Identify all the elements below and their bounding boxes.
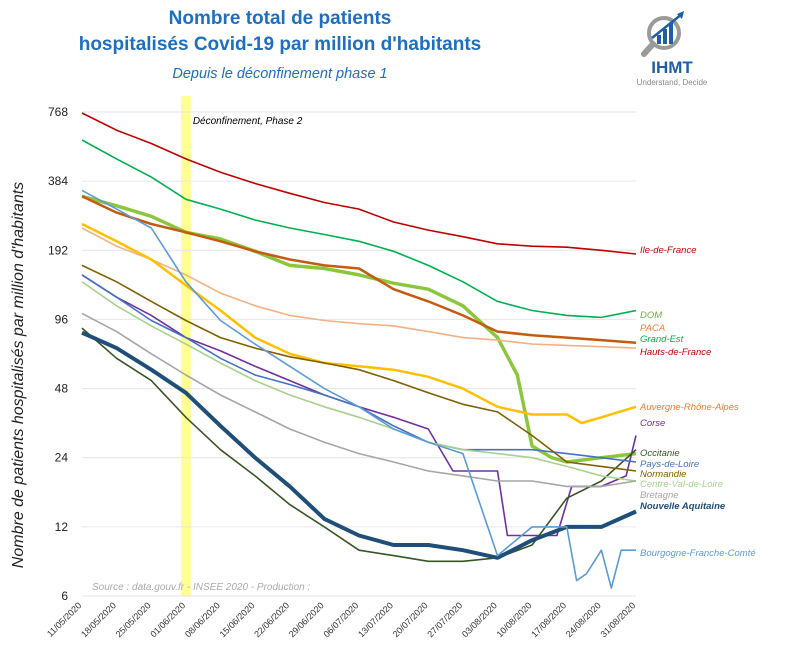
logo-tagline: Understand, Decide: [636, 78, 708, 87]
x-tick-label: 20/07/2020: [391, 600, 430, 639]
x-tick-label: 08/06/2020: [183, 600, 222, 639]
chart-title-line-1: Nombre total de patients: [168, 8, 392, 29]
x-tick-label: 29/06/2020: [287, 600, 326, 639]
series-line-auvergne-rhone-alpes: [81, 222, 637, 425]
series-line-dom: [81, 194, 637, 464]
magnifier-growth-icon: [641, 11, 684, 57]
series-line-nouvelle-aquitaine: [81, 330, 637, 560]
series-label-centre-val-de-loire: Centre-Val-de-Loire: [640, 479, 723, 490]
ihmt-logo: IHMT Understand, Decide: [622, 8, 722, 92]
series-label-corse: Corse: [640, 418, 665, 429]
series-label-normandie: Normandie: [640, 469, 686, 480]
series-line-paca: [81, 227, 637, 349]
y-tick-label: 48: [55, 382, 69, 396]
y-tick-label: 96: [55, 312, 69, 326]
x-tick-label: 01/06/2020: [148, 600, 187, 639]
y-tick-label: 6: [61, 589, 68, 603]
series-label-grand-est: Grand-Est: [640, 334, 684, 345]
series-label-paca: PACA: [640, 323, 665, 334]
y-tick-label: 192: [48, 243, 68, 257]
y-tick-label: 24: [55, 451, 69, 465]
series-label-dom: DOM: [640, 310, 662, 321]
x-tick-label: 17/08/2020: [529, 600, 568, 639]
series-line-hauts-de-france: [81, 195, 637, 344]
x-tick-label: 27/07/2020: [425, 600, 464, 639]
series-label-ile-de-france: Ile-de-France: [640, 245, 697, 256]
x-tick-label: 03/08/2020: [460, 600, 499, 639]
series-label-hauts-de-france: Hauts-de-France: [640, 347, 711, 358]
x-tick-label: 15/06/2020: [218, 600, 257, 639]
series-line-bretagne: [81, 312, 637, 488]
series-label-nouvelle-aquitaine: Nouvelle Aquitaine: [640, 501, 726, 512]
y-tick-label: 12: [55, 520, 69, 534]
annotation-label: Déconfinement, Phase 2: [193, 116, 303, 127]
series-line-bourgogne-franche-comte: [81, 189, 636, 589]
series-line-centre-val-de-loire: [81, 281, 637, 482]
series-label-occitanie: Occitanie: [640, 448, 680, 459]
x-tick-label: 18/05/2020: [79, 600, 118, 639]
series-label-pays-de-loire: Pays-de-Loire: [640, 459, 699, 470]
x-tick-label: 13/07/2020: [356, 600, 395, 639]
series-label-bretagne: Bretagne: [640, 490, 679, 501]
series-line-grand-est: [81, 139, 637, 319]
y-tick-label: 768: [48, 105, 68, 119]
series-line-ile-de-france: [81, 112, 637, 255]
x-tick-label: 24/08/2020: [564, 600, 603, 639]
x-tick-label: 22/06/2020: [252, 600, 291, 639]
series-line-pays-de-loire: [81, 274, 637, 463]
series-line-occitanie: [81, 327, 637, 563]
series-label-auvergne-rhone-alpes: Auvergne-Rhône-Alpes: [639, 402, 739, 413]
x-tick-label: 06/07/2020: [321, 600, 360, 639]
series-line-normandie: [81, 264, 637, 472]
deconfinement-band: [180, 96, 191, 596]
logo-name: IHMT: [651, 58, 693, 77]
series-label-bourgogne-franche-comte: Bourgogne-Franche-Comté: [640, 548, 756, 559]
source-note: Source : data.gouv.fr - INSEE 2020 - Pro…: [92, 582, 310, 593]
x-tick-label: 10/08/2020: [495, 600, 534, 639]
x-tick-label: 31/08/2020: [598, 600, 637, 639]
x-tick-label: 11/05/2020: [45, 600, 83, 638]
y-tick-label: 384: [48, 174, 68, 188]
chart-title-line-2: hospitalisés Covid-19 par million d'habi…: [78, 34, 482, 55]
x-tick-label: 25/05/2020: [114, 600, 153, 639]
chart-subtitle: Depuis le déconfinement phase 1: [172, 66, 388, 82]
